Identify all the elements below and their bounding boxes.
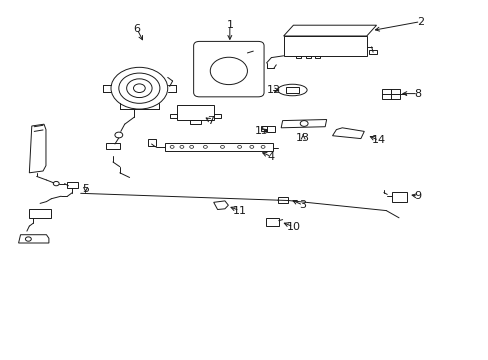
Text: 13: 13 (296, 132, 309, 143)
Bar (285, 87, 299, 93)
Bar (266, 126, 274, 132)
Text: 12: 12 (266, 85, 280, 95)
Bar (295, 56, 300, 58)
Text: 1: 1 (226, 20, 233, 30)
Text: 8: 8 (414, 89, 421, 99)
Text: 2: 2 (416, 17, 423, 27)
Text: 10: 10 (286, 222, 300, 232)
Text: 15: 15 (254, 126, 268, 136)
Text: 11: 11 (232, 206, 246, 216)
Text: 7: 7 (206, 116, 213, 126)
Bar (67, 182, 78, 188)
Bar (368, 50, 376, 54)
Bar (106, 143, 120, 149)
Bar (189, 120, 201, 124)
Bar (165, 143, 272, 151)
Bar (260, 126, 267, 131)
Text: 6: 6 (133, 24, 140, 34)
Bar (305, 56, 310, 58)
Bar (29, 209, 51, 218)
Bar (170, 114, 177, 118)
Text: 3: 3 (299, 200, 306, 210)
Bar (315, 56, 320, 58)
Text: 9: 9 (414, 191, 421, 201)
Bar (391, 192, 406, 202)
Bar (265, 218, 278, 226)
Bar (382, 89, 399, 99)
Bar (277, 197, 287, 203)
Bar (214, 114, 221, 118)
Bar (177, 105, 214, 120)
Bar (147, 139, 155, 146)
Text: 14: 14 (371, 135, 385, 145)
Text: 4: 4 (267, 152, 274, 162)
Text: 5: 5 (82, 184, 89, 194)
